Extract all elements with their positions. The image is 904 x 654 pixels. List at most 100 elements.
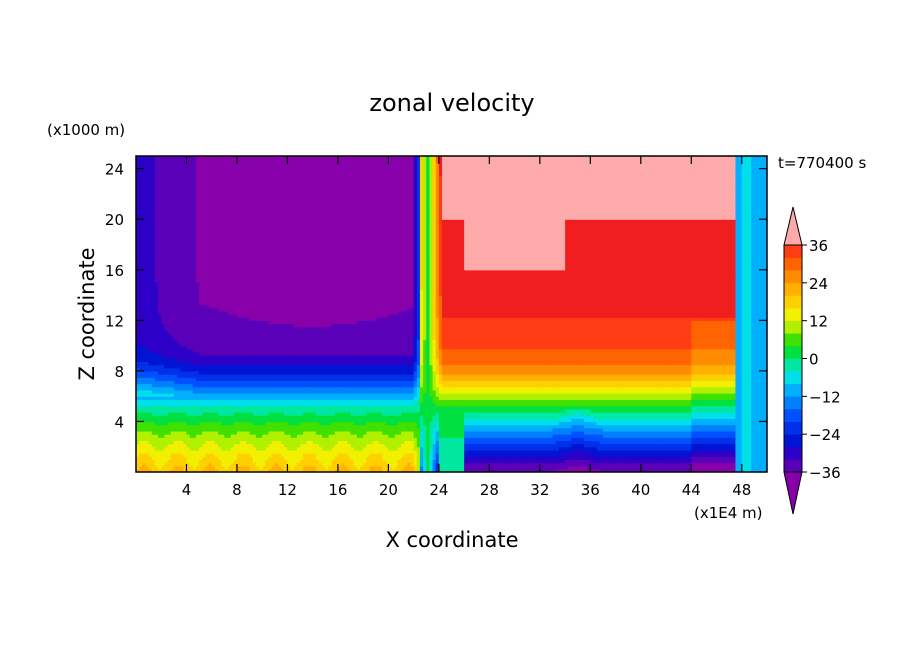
field-cell bbox=[442, 421, 446, 426]
field-cell bbox=[596, 424, 601, 429]
field-cell bbox=[337, 440, 342, 445]
field-cell bbox=[558, 462, 563, 467]
field-cell bbox=[322, 430, 326, 435]
field-cell bbox=[331, 427, 336, 432]
field-cell bbox=[416, 402, 421, 407]
field-cell bbox=[372, 468, 377, 472]
field-cell bbox=[754, 456, 759, 460]
field-cell bbox=[688, 434, 692, 438]
field-cell bbox=[694, 427, 699, 432]
field-cell bbox=[315, 465, 320, 470]
field-cell bbox=[615, 446, 620, 451]
field-cell bbox=[331, 434, 336, 438]
field-cell bbox=[224, 465, 229, 470]
field-cell bbox=[501, 459, 506, 464]
field-cell bbox=[694, 421, 699, 426]
field-cell bbox=[479, 449, 484, 454]
field-cell bbox=[303, 465, 307, 470]
field-cell bbox=[404, 424, 408, 429]
field-cell bbox=[277, 459, 282, 464]
field-cell bbox=[397, 437, 402, 441]
field-cell bbox=[164, 411, 169, 416]
field-cell bbox=[520, 449, 525, 454]
field-cell bbox=[334, 411, 339, 416]
field-cell bbox=[369, 424, 374, 429]
field-cell bbox=[382, 430, 386, 435]
field-cell bbox=[426, 459, 431, 464]
field-cell bbox=[602, 437, 607, 441]
field-cell bbox=[315, 459, 320, 464]
field-cell bbox=[214, 443, 219, 448]
field-cell bbox=[151, 418, 156, 423]
field-cell bbox=[590, 468, 595, 472]
field-cell bbox=[218, 456, 222, 460]
field-cell bbox=[277, 405, 282, 410]
field-cell bbox=[195, 462, 200, 467]
field-cell bbox=[318, 408, 323, 413]
field-cell bbox=[271, 415, 276, 419]
field-cell bbox=[489, 459, 494, 464]
field-cell bbox=[322, 456, 326, 460]
field-cell bbox=[300, 459, 304, 464]
field-cell bbox=[486, 453, 490, 457]
field-cell bbox=[347, 418, 352, 423]
field-cell bbox=[681, 427, 686, 432]
field-cell bbox=[555, 440, 560, 445]
field-cell bbox=[725, 408, 730, 413]
field-cell bbox=[757, 427, 762, 432]
field-cell bbox=[694, 415, 699, 419]
field-cell bbox=[672, 434, 677, 438]
field-cell bbox=[407, 468, 412, 472]
field-cell bbox=[195, 446, 200, 451]
field-cell bbox=[549, 415, 554, 419]
field-cell bbox=[729, 449, 733, 454]
field-cell bbox=[151, 399, 156, 404]
field-cell bbox=[284, 408, 289, 413]
field-cell bbox=[255, 468, 260, 472]
field-cell bbox=[511, 411, 516, 416]
field-cell bbox=[744, 405, 749, 410]
field-cell bbox=[369, 449, 374, 454]
field-cell bbox=[751, 434, 755, 438]
field-cell bbox=[221, 408, 225, 413]
field-cell bbox=[136, 456, 140, 460]
field-cell bbox=[748, 437, 752, 441]
field-cell bbox=[388, 456, 393, 460]
field-cell bbox=[249, 468, 254, 472]
field-cell bbox=[618, 408, 623, 413]
field-cell bbox=[732, 408, 737, 413]
field-cell bbox=[410, 424, 415, 429]
field-cell bbox=[574, 424, 579, 429]
field-cell bbox=[293, 405, 298, 410]
field-cell bbox=[637, 440, 642, 445]
field-cell bbox=[334, 440, 339, 445]
field-cell bbox=[763, 430, 767, 435]
field-cell bbox=[602, 427, 607, 432]
field-cell bbox=[189, 449, 194, 454]
field-cell bbox=[224, 446, 229, 451]
field-cell bbox=[574, 399, 579, 404]
field-cell bbox=[498, 459, 503, 464]
field-cell bbox=[218, 405, 222, 410]
field-cell bbox=[300, 434, 304, 438]
field-cell bbox=[741, 402, 746, 407]
field-cell bbox=[555, 459, 560, 464]
field-cell bbox=[382, 449, 386, 454]
field-cell bbox=[643, 468, 648, 472]
field-cell bbox=[438, 408, 443, 413]
field-cell bbox=[227, 465, 232, 470]
field-cell bbox=[659, 411, 664, 416]
field-cell bbox=[382, 468, 386, 472]
field-cell bbox=[325, 402, 330, 407]
field-cell bbox=[281, 402, 285, 407]
field-cell bbox=[662, 453, 667, 457]
field-cell bbox=[457, 437, 462, 441]
field-cell bbox=[527, 453, 531, 457]
field-cell bbox=[375, 408, 380, 413]
field-cell bbox=[442, 430, 446, 435]
field-cell bbox=[625, 408, 629, 413]
field-cell bbox=[410, 437, 415, 441]
field-cell bbox=[470, 462, 475, 467]
field-cell bbox=[208, 459, 213, 464]
field-cell bbox=[558, 430, 563, 435]
